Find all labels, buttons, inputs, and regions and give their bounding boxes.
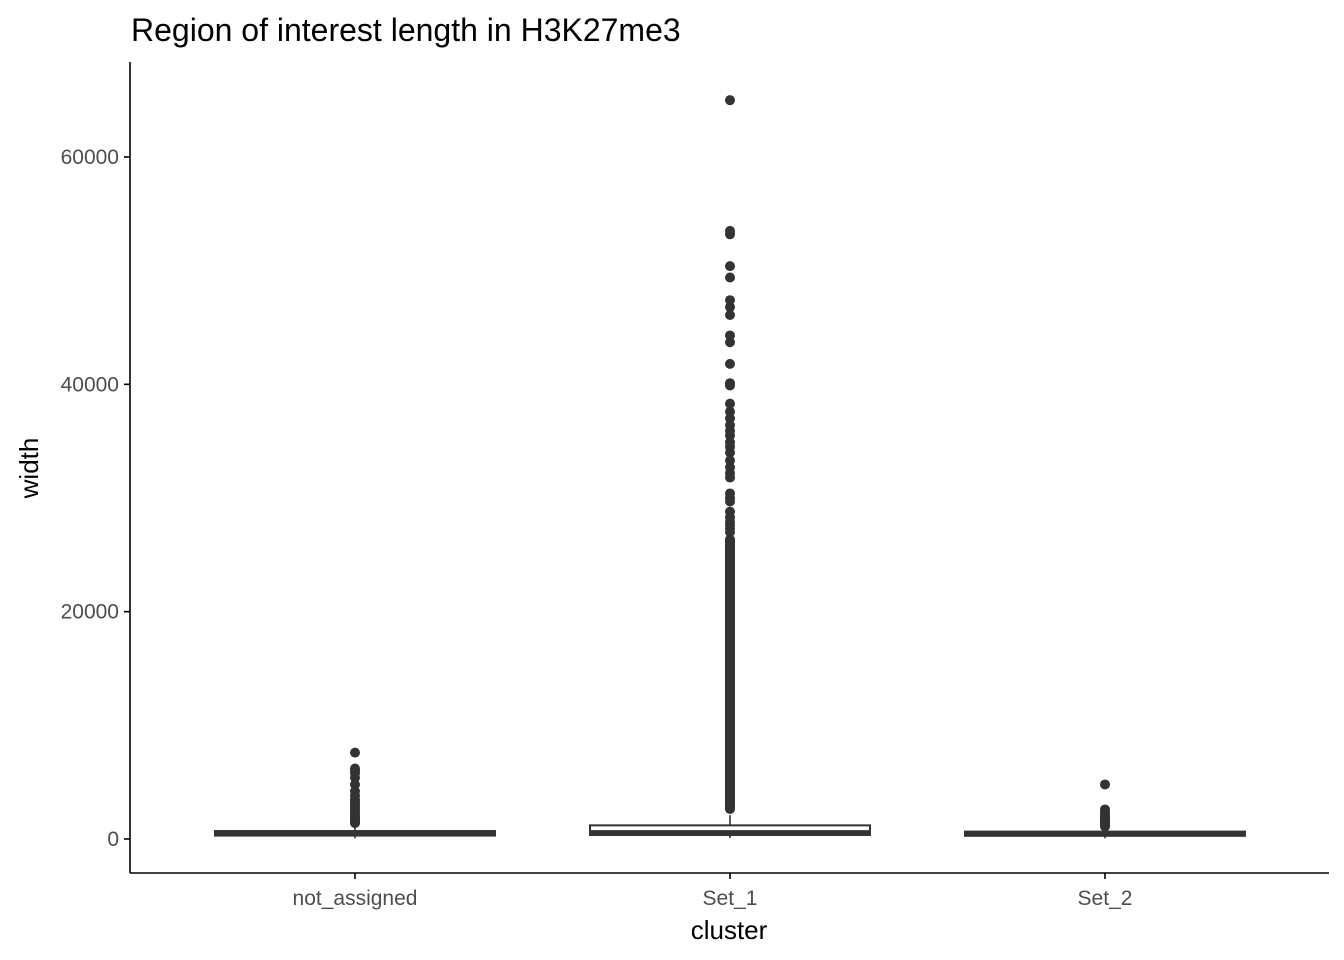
outlier-point [725, 272, 735, 283]
y-axis-ticks: 0 20000 40000 60000 [61, 146, 130, 851]
outlier-point [725, 496, 735, 507]
y-tick-label: 20000 [61, 601, 119, 624]
outlier-point [725, 337, 735, 348]
x-axis-ticks: not_assigned Set_1 Set_2 [293, 873, 1133, 910]
box-group-Set_2 [964, 779, 1246, 839]
outlier-point [725, 472, 735, 483]
box-group-Set_1 [589, 95, 871, 839]
x-tick-label: Set_2 [1078, 887, 1133, 910]
outlier-point [1100, 779, 1110, 790]
outlier-point [725, 447, 735, 458]
outlier-point [350, 818, 360, 829]
outlier-point [725, 309, 735, 320]
outlier-point [725, 527, 735, 538]
outlier-point [725, 229, 735, 240]
outlier-point [350, 747, 360, 758]
box-group-not_assigned [214, 747, 496, 839]
outlier-point [725, 95, 735, 106]
outlier-point [725, 398, 735, 409]
y-tick-label: 60000 [61, 146, 119, 169]
x-tick-label: not_assigned [293, 887, 418, 910]
y-axis-title: width [14, 438, 44, 500]
outlier-point [725, 380, 735, 391]
y-tick-label: 0 [107, 828, 119, 851]
plot-area [214, 95, 1246, 839]
y-tick-label: 40000 [61, 373, 119, 396]
outlier-point [725, 302, 735, 313]
x-axis-title: cluster [691, 915, 768, 945]
outlier-band [725, 534, 735, 814]
outlier-point [725, 358, 735, 369]
outlier-point [725, 261, 735, 272]
outlier-point [1100, 821, 1110, 832]
chart-title: Region of interest length in H3K27me3 [131, 12, 681, 48]
x-tick-label: Set_1 [703, 887, 758, 910]
